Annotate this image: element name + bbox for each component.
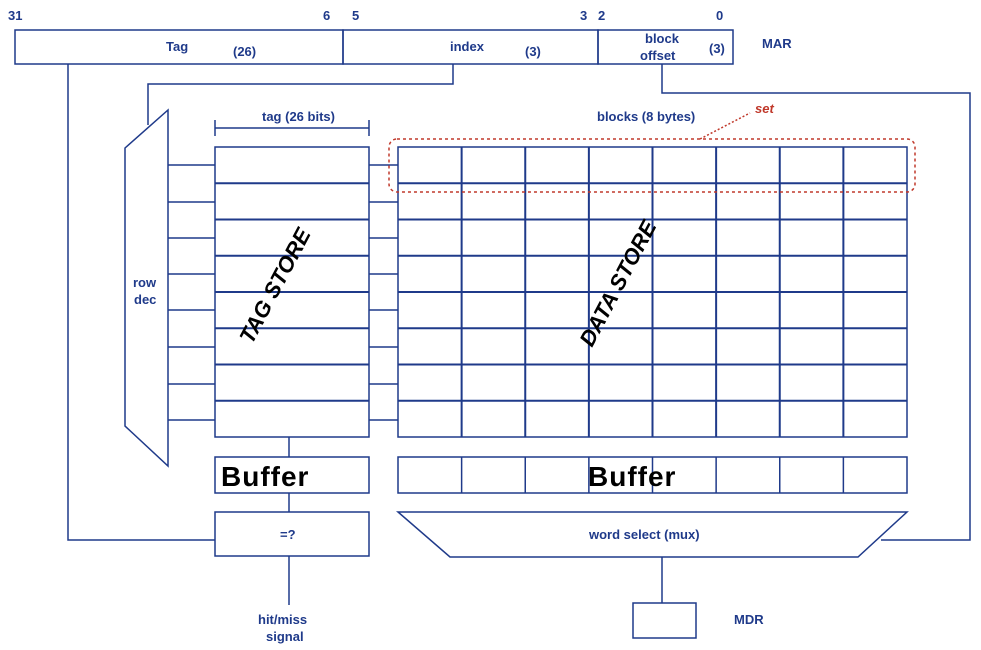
mdr-label: MDR — [734, 612, 764, 627]
mar-wires — [67, 64, 971, 541]
hit-miss-label-2: signal — [266, 629, 304, 644]
store-link-wires — [369, 164, 398, 421]
word-select-mux: word select (mux) — [395, 511, 909, 603]
data-buffer-dividers — [460, 457, 845, 493]
mar-index-label: index — [450, 39, 485, 54]
tag-buffer-label: Buffer — [221, 461, 309, 492]
comparator-label: =? — [280, 527, 296, 542]
tag-store-rows — [215, 182, 369, 402]
data-store-grid — [398, 147, 907, 437]
tag-wire — [67, 64, 215, 541]
bit-5: 5 — [352, 8, 359, 23]
mdr-box — [632, 602, 697, 639]
row-decoder-label-2: dec — [134, 292, 156, 307]
set-annotation: set — [388, 101, 916, 193]
mar-tag-label: Tag — [166, 39, 188, 54]
tag-store-header: tag (26 bits) — [262, 109, 335, 124]
data-store-header: blocks (8 bytes) — [597, 109, 695, 124]
mar-offset-field — [597, 29, 734, 65]
comparator: =? hit/miss signal — [214, 493, 370, 644]
row-decoder-label-1: row — [133, 275, 157, 290]
row-decoder-shape — [124, 108, 169, 468]
mar-label: MAR — [762, 36, 792, 51]
tag-buffer: Buffer — [214, 437, 370, 494]
bit-0: 0 — [716, 8, 723, 23]
mdr-register: MDR — [632, 602, 764, 639]
data-buffer: Buffer — [397, 456, 908, 494]
mar-offset-label-1: block — [645, 31, 680, 46]
bit-3: 3 — [580, 8, 587, 23]
index-wire — [147, 64, 454, 125]
bit-2: 2 — [598, 8, 605, 23]
decoder-output-wires — [168, 164, 215, 421]
set-pointer — [699, 112, 751, 140]
bit-31: 31 — [8, 8, 22, 23]
row-decoder: row dec — [124, 108, 169, 468]
data-store-title: DATA STORE — [574, 215, 662, 350]
hit-miss-label-1: hit/miss — [258, 612, 307, 627]
tag-buffer-box — [214, 456, 370, 494]
data-store: blocks (8 bytes) DATA STORE — [397, 109, 908, 438]
mar-tag-width: (26) — [233, 44, 256, 59]
mar-offset-label-2: offset — [640, 48, 676, 63]
mux-shape — [395, 511, 909, 558]
set-highlight — [388, 138, 916, 193]
comparator-box — [214, 511, 370, 557]
set-label: set — [755, 101, 774, 116]
mux-label: word select (mux) — [588, 527, 700, 542]
data-buffer-label: Buffer — [588, 461, 676, 492]
bit-6: 6 — [323, 8, 330, 23]
mar-index-width: (3) — [525, 44, 541, 59]
offset-wire — [661, 64, 971, 541]
tag-store: tag (26 bits) TAG STORE — [214, 109, 370, 438]
mar-register: Tag (26) index (3) block offset (3) MAR — [14, 29, 792, 65]
mar-offset-width: (3) — [709, 41, 725, 56]
